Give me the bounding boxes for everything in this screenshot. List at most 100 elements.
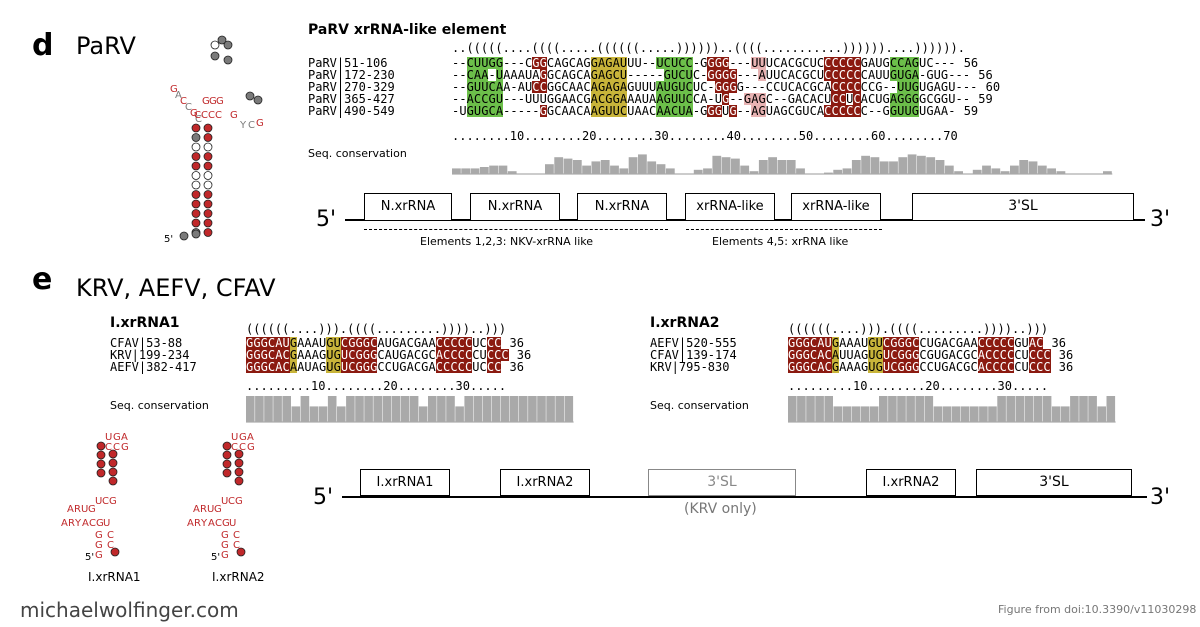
conservation-bar (545, 164, 554, 174)
conservation-bar (740, 165, 750, 174)
conservation-bar (889, 161, 898, 174)
conservation-bar (1000, 171, 1010, 174)
conservation-bar (489, 165, 498, 174)
nucleotide-letter: G (113, 432, 121, 443)
nucleotide-letter: R (68, 518, 75, 529)
nucleotide-dot (108, 476, 118, 486)
conservation-bar (824, 172, 833, 174)
conservation-bar (1024, 396, 1034, 422)
nucleotide-dot (96, 468, 106, 478)
conservation-bar (491, 396, 501, 422)
conservation-bar (731, 158, 740, 174)
conservation-bar (982, 165, 991, 174)
nucleotide-letter: 5' (211, 552, 220, 563)
panel-d-title: PaRV (76, 32, 136, 60)
parv-element-nxrrna-2: N.xrRNA (470, 193, 560, 221)
nucleotide-letter: C (113, 442, 120, 453)
alignment-row-label: KRV|199-234 (110, 348, 190, 362)
conservation-bar (318, 406, 328, 422)
nucleotide-dot (191, 229, 201, 239)
conservation-bar (391, 396, 401, 422)
nucleotide-dot (203, 123, 213, 133)
alignment-row-length: 36 (516, 348, 532, 362)
conservation-bar (788, 396, 797, 422)
nucleotide-dot (234, 449, 244, 459)
nucleotide-letter: C (89, 518, 96, 529)
conservation-bar (1019, 160, 1029, 174)
nucleotide-dot (210, 40, 220, 50)
parv-element-3sl: 3'SL (912, 193, 1134, 221)
conservation-bar (528, 396, 537, 422)
alignment-row-length: 59 (963, 104, 979, 118)
e-element-3sl-krv: 3'SL (648, 469, 796, 496)
conservation-bar (346, 396, 355, 422)
nucleotide-dot (234, 467, 244, 477)
conservation-bar (824, 396, 833, 422)
conservation-bar (1047, 168, 1056, 174)
nucleotide-dot (179, 231, 189, 241)
nucleotide-letter: C (185, 102, 192, 113)
nucleotide-dot (96, 450, 106, 460)
krv-only-note: (KRV only) (684, 501, 757, 517)
conservation-bar (1042, 396, 1052, 422)
conservation-bar (409, 396, 419, 422)
nucleotide-letter: C (215, 110, 222, 121)
conservation-bar (400, 396, 410, 422)
nucleotide-letter: A (247, 432, 254, 443)
panel-d-letter: d (32, 28, 54, 63)
conservation-bar (364, 396, 373, 422)
nucleotide-letter: C (215, 518, 222, 529)
ixrrna1-conservation-chart (246, 396, 574, 423)
nucleotide-letter: G (121, 442, 129, 453)
conservation-bar (851, 406, 861, 422)
conservation-bar (944, 165, 954, 174)
conservation-bar (537, 396, 546, 422)
alignment-row-sequence: --ACCGU---UUUGGAACGACGGAAAUAAGUUCCA-UG--… (452, 92, 971, 106)
nucleotide-letter: C (180, 96, 187, 107)
nucleotide-letter: G (221, 530, 229, 541)
nucleotide-letter: C (194, 110, 201, 121)
conservation-bar (842, 168, 852, 174)
conservation-bar (997, 396, 1006, 422)
nucleotide-letter: U (229, 518, 236, 529)
conservation-bar (628, 157, 638, 174)
conservation-bar (879, 396, 888, 422)
nucleotide-dot (191, 199, 201, 209)
parv-bracket-1-label: Elements 1,2,3: NKV-xrRNA like (420, 235, 594, 248)
conservation-bar (1061, 406, 1070, 422)
conservation-bar (693, 169, 703, 174)
parv-ruler: ........10........20........30........40… (452, 129, 958, 143)
conservation-bar (851, 160, 861, 174)
alignment-row-length: 56 (978, 68, 993, 82)
conservation-bar (758, 160, 768, 174)
conservation-bar (355, 396, 364, 422)
nucleotide-letter: C (228, 496, 235, 507)
conservation-bar (309, 406, 319, 422)
conservation-bar (907, 154, 917, 174)
alignment-row-sequence: -UGUGCA-----GGCAACAAGUUCUAACAACUA-GGGUG-… (452, 104, 956, 118)
conservation-bar (647, 161, 657, 174)
conservation-bar (509, 396, 519, 422)
nucleotide-letter: C (233, 530, 240, 541)
e-5prime: 5' (313, 485, 334, 510)
conservation-bar (1051, 406, 1061, 422)
conservation-bar (915, 396, 924, 422)
nucleotide-dot (222, 459, 232, 469)
nucleotide-letter: C (105, 442, 112, 453)
nucleotide-letter: G (96, 518, 104, 529)
parv-3prime: 3' (1150, 207, 1171, 232)
nucleotide-letter: U (231, 432, 238, 443)
nucleotide-letter: U (95, 496, 102, 507)
parv-bracket-2 (686, 229, 882, 230)
conservation-bar (842, 406, 852, 422)
alignment-row-length: 60 (985, 80, 1001, 94)
alignment-row-sequence: --GUUCAA-AUCCGGCAACAGAGAGUUUAUGUCUC-GGGG… (452, 80, 978, 94)
nucleotide-letter: G (230, 110, 238, 121)
nucleotide-dot (236, 547, 246, 557)
site-link[interactable]: michaelwolfinger.com (20, 598, 239, 622)
nucleotide-letter: A (193, 504, 200, 515)
e-element-ixrrna2-2: I.xrRNA2 (866, 469, 956, 496)
alignment-row-label: KRV|795-830 (650, 360, 730, 374)
conservation-bar (954, 171, 963, 174)
